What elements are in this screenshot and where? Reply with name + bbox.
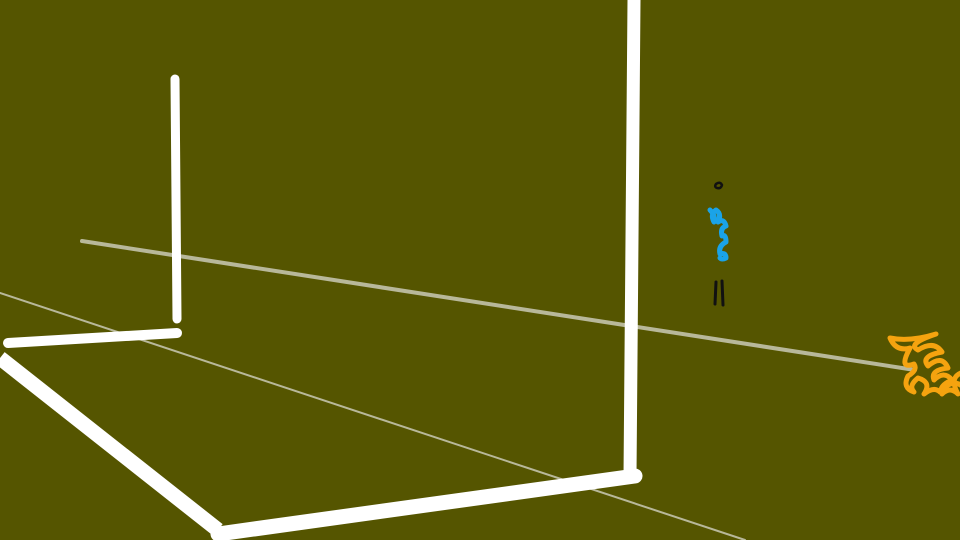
player-blue-figure (707, 181, 729, 307)
goal-post-right (623, 0, 641, 483)
player-blue-legs (713, 279, 725, 307)
player-blue-body (707, 207, 729, 262)
player-blue-head (713, 181, 724, 190)
goal-post-left (170, 74, 182, 324)
field-line-diagonal (0, 352, 223, 536)
crossbar-shadow-line (80, 239, 917, 372)
goal-post-left-base (3, 328, 182, 348)
player-orange-figure (887, 331, 960, 397)
field-line-base (210, 468, 643, 540)
